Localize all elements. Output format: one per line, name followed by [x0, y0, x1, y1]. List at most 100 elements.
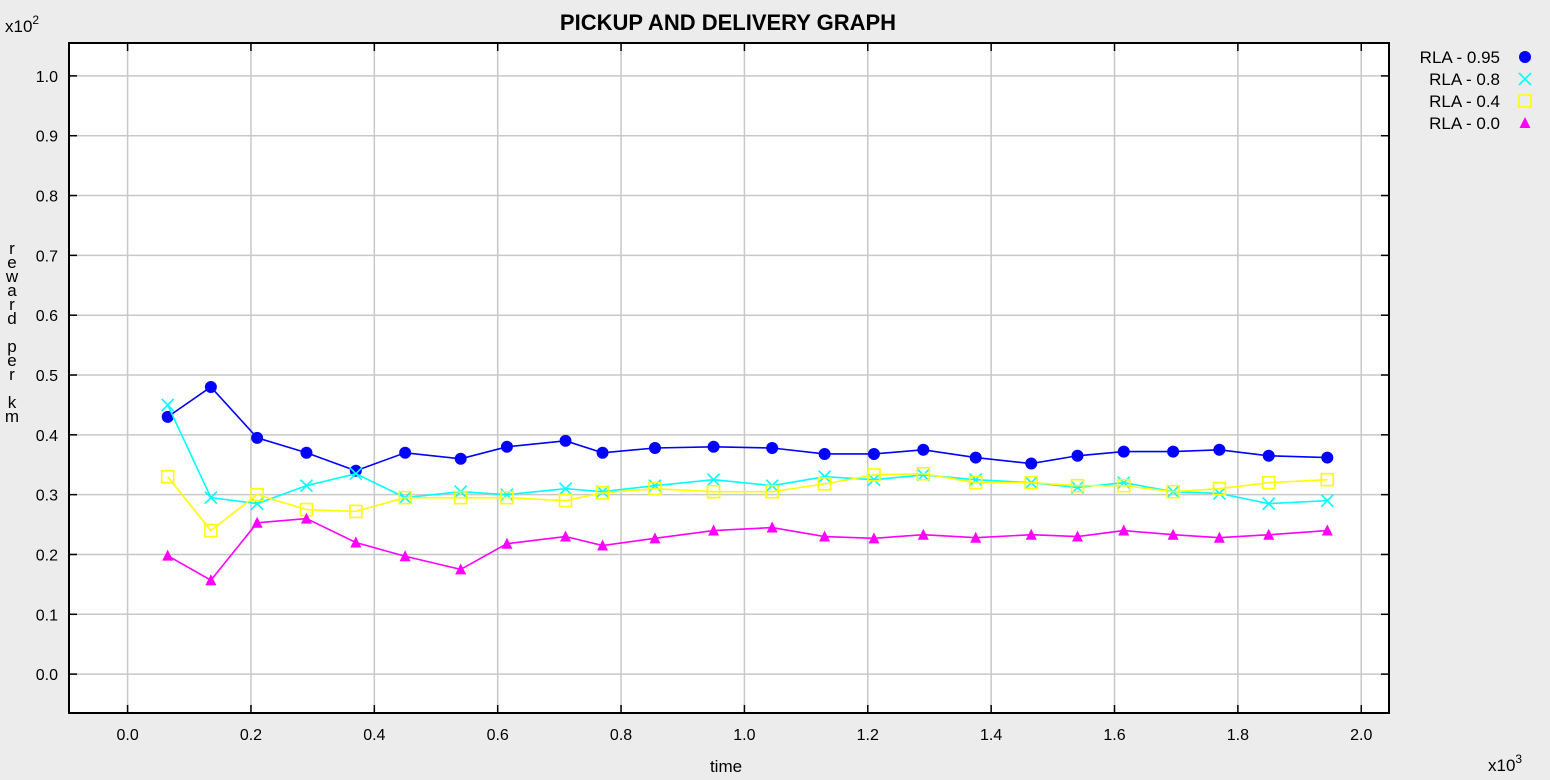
- data-point: [299, 479, 314, 493]
- data-point: [204, 523, 218, 538]
- x-tick-label: 0.0: [116, 727, 138, 744]
- y-axis-label-letter: k: [8, 393, 17, 412]
- x-axis-multiplier: x103: [1488, 752, 1522, 775]
- data-point: [250, 497, 264, 511]
- data-point: [558, 482, 573, 496]
- series-3: [162, 512, 1333, 586]
- data-point: [597, 539, 609, 551]
- x-tick-label: 0.2: [240, 727, 262, 744]
- y-axis-label-letter: r: [9, 239, 15, 258]
- x-tick-labels: 0.0 0.2 0.4 0.6 0.8 1.0 1.2 1.4 1.6 1.8 2.0: [116, 727, 1372, 744]
- legend-marker: [1518, 94, 1532, 108]
- data-point: [559, 434, 572, 447]
- series-line: [166, 404, 1328, 505]
- legend-marker: [1518, 72, 1532, 86]
- y-tick-label: 0.3: [36, 488, 58, 505]
- data-point: [205, 574, 217, 586]
- data-point: [1321, 451, 1334, 464]
- data-point: [1212, 481, 1227, 496]
- data-point: [708, 524, 720, 536]
- data-point: [300, 512, 312, 524]
- chart-title: PICKUP AND DELIVERY GRAPH: [560, 10, 896, 35]
- x-axis-label: time: [710, 757, 742, 776]
- y-axis-label-letter: d: [7, 309, 16, 328]
- grid: [69, 43, 1389, 713]
- legend-marker: [1519, 51, 1531, 63]
- data-point: [1167, 445, 1180, 458]
- y-tick-label: 0.2: [36, 547, 58, 564]
- data-point: [707, 440, 720, 453]
- data-point: [399, 446, 412, 459]
- legend-label: RLA - 0.0: [1429, 114, 1500, 133]
- data-point: [453, 490, 468, 505]
- data-point: [1070, 478, 1085, 493]
- data-point: [251, 516, 263, 528]
- series-0: [161, 380, 1334, 477]
- legend-marker: [1519, 117, 1531, 128]
- series-layer: [160, 380, 1335, 586]
- x-tick-label: 1.6: [1103, 727, 1125, 744]
- legend-label: RLA - 0.8: [1429, 70, 1500, 89]
- data-point: [818, 447, 831, 460]
- legend: RLA - 0.95 RLA - 0.8 RLA - 0.4 RLA - 0.0: [1420, 48, 1532, 133]
- ticks: [69, 43, 1389, 713]
- data-point: [819, 530, 831, 542]
- y-tick-label: 0.7: [36, 248, 58, 265]
- data-point: [916, 466, 931, 481]
- data-point: [349, 464, 362, 477]
- data-point: [399, 550, 411, 562]
- data-point: [204, 380, 217, 393]
- data-point: [1071, 449, 1084, 462]
- data-point: [596, 446, 609, 459]
- data-point: [1072, 530, 1084, 542]
- y-axis-multiplier: x102: [5, 13, 39, 36]
- x-tick-label: 1.0: [733, 727, 755, 744]
- x-tick-label: 2.0: [1350, 727, 1372, 744]
- y-tick-label: 0.1: [36, 607, 58, 624]
- series-line: [167, 385, 1328, 472]
- data-point: [1118, 524, 1130, 536]
- y-axis-label-letter: w: [5, 267, 19, 286]
- data-point: [1167, 528, 1179, 540]
- data-point: [454, 452, 467, 465]
- data-point: [1025, 457, 1038, 470]
- y-axis-label-letter: r: [9, 295, 15, 314]
- legend-label: RLA - 0.4: [1429, 92, 1500, 111]
- series-line: [167, 517, 1328, 582]
- data-point: [707, 473, 721, 487]
- data-point: [398, 490, 412, 505]
- data-point: [969, 473, 983, 487]
- data-point: [1261, 475, 1276, 490]
- x-tick-label: 0.8: [610, 727, 632, 744]
- data-point: [1213, 531, 1225, 543]
- data-point: [349, 467, 363, 481]
- data-point: [349, 504, 363, 519]
- x-tick-label: 0.6: [487, 727, 509, 744]
- data-point: [1213, 443, 1226, 456]
- data-point: [204, 491, 218, 505]
- y-axis-label-letter: r: [9, 365, 15, 384]
- y-axis-label-letter: e: [7, 351, 16, 370]
- x-tick-label: 0.4: [363, 727, 385, 744]
- data-point: [1321, 524, 1333, 536]
- data-point: [868, 532, 880, 544]
- data-point: [1320, 494, 1334, 508]
- data-point: [766, 441, 779, 454]
- data-point: [1320, 472, 1335, 487]
- series-2: [160, 466, 1335, 538]
- data-point: [1117, 445, 1130, 458]
- y-tick-label: 1.0: [36, 69, 58, 86]
- data-point: [1263, 528, 1275, 540]
- y-tick-label: 0.0: [36, 667, 58, 684]
- data-point: [300, 446, 313, 459]
- data-point: [1116, 478, 1131, 493]
- data-point: [867, 468, 881, 482]
- data-point: [817, 477, 832, 491]
- y-tick-label: 0.5: [36, 368, 58, 385]
- data-point: [558, 493, 573, 508]
- data-point: [1025, 528, 1037, 540]
- data-point: [765, 484, 779, 499]
- y-axis-label-letter: e: [7, 253, 16, 272]
- data-point: [500, 490, 514, 505]
- data-point: [250, 487, 264, 502]
